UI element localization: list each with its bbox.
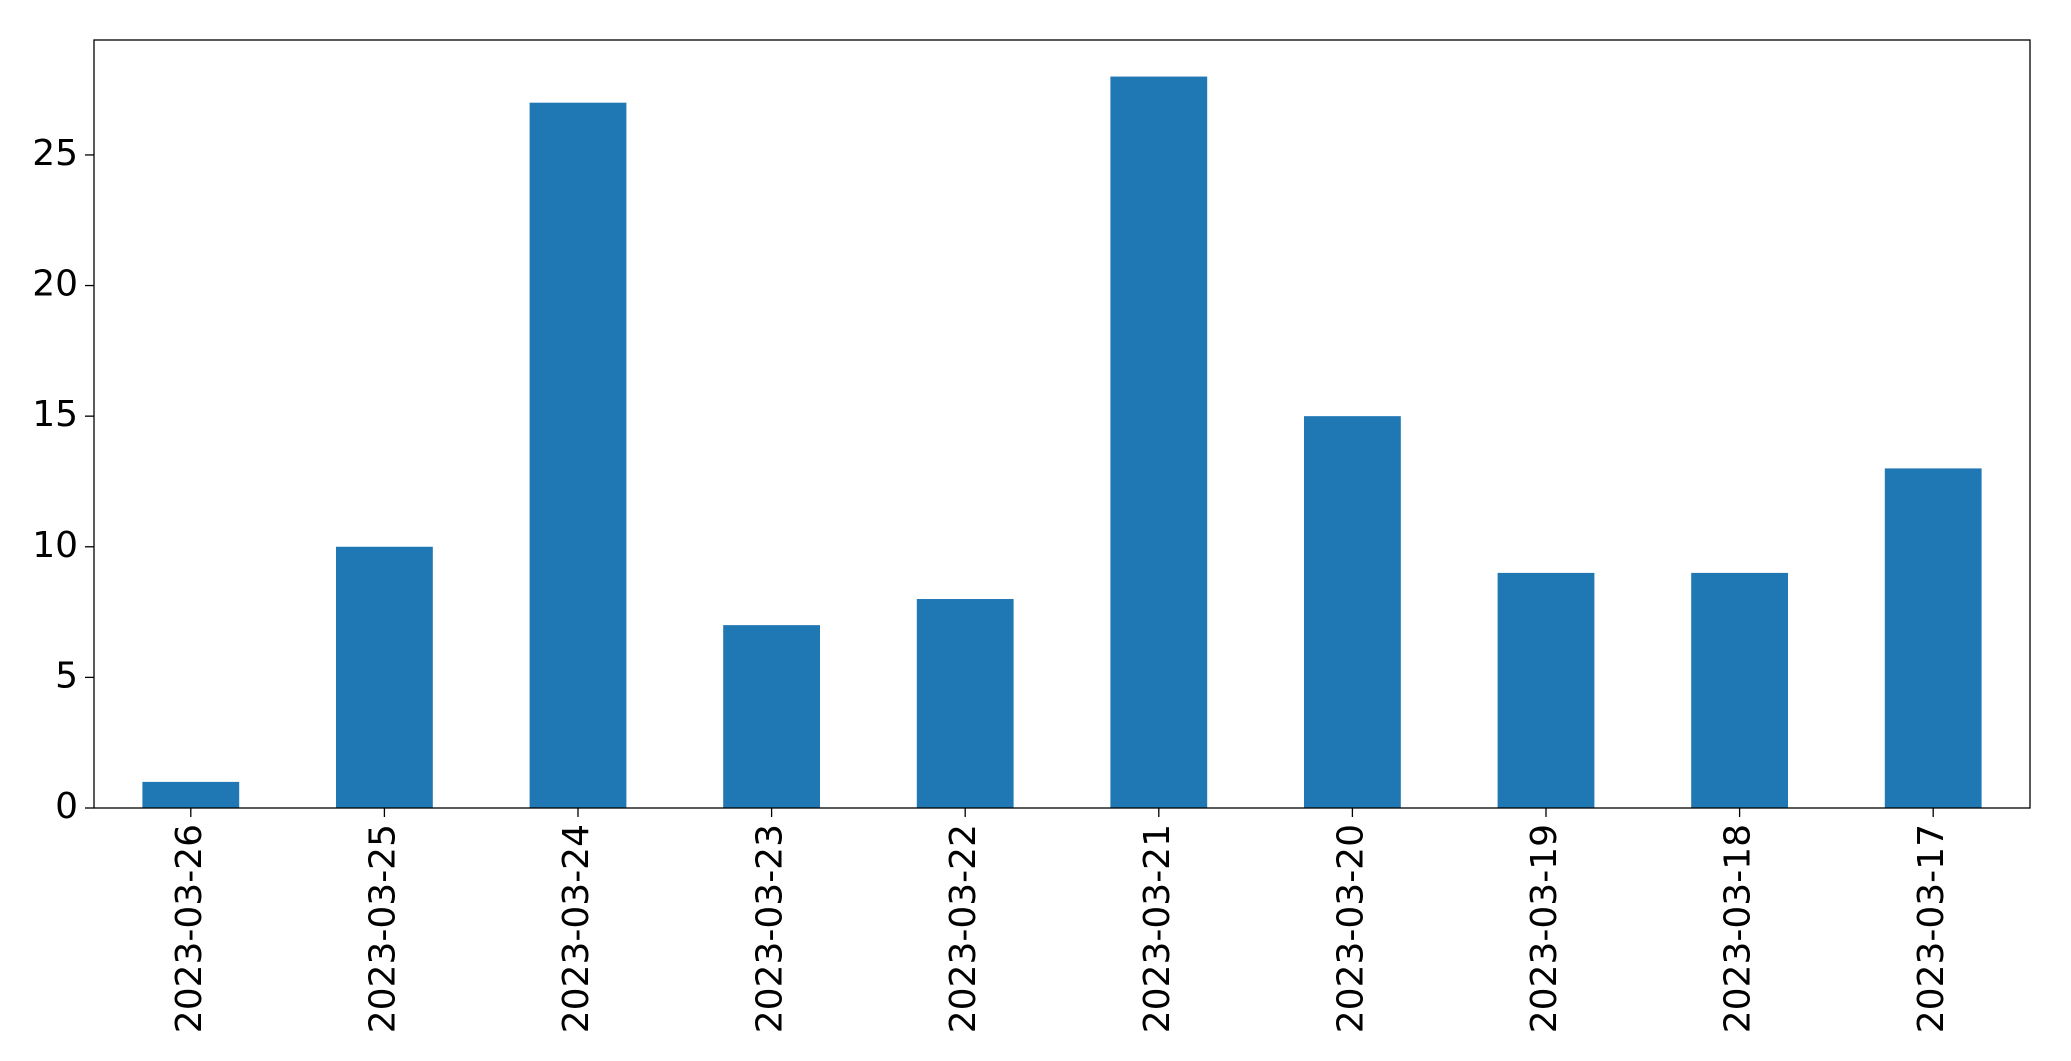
bar — [1691, 572, 1788, 808]
bar — [1884, 468, 1982, 808]
x-tick-label: 2023-03-19 — [1524, 824, 1565, 1033]
y-tick-label: 10 — [32, 525, 78, 566]
bar — [1110, 76, 1208, 809]
y-tick-label: 15 — [32, 394, 78, 435]
bar — [1304, 416, 1401, 808]
bar — [916, 599, 1014, 808]
bar — [1497, 572, 1595, 808]
y-tick-label: 25 — [32, 133, 78, 174]
x-tick-label: 2023-03-17 — [1911, 824, 1952, 1033]
x-tick-label: 2023-03-21 — [1137, 824, 1178, 1033]
plot-frame — [93, 39, 2031, 809]
x-tick-label: 2023-03-24 — [556, 824, 597, 1033]
x-tick-label: 2023-03-26 — [169, 824, 210, 1033]
y-tick-label: 0 — [55, 786, 78, 827]
x-tick-label: 2023-03-22 — [943, 824, 984, 1033]
x-tick-label: 2023-03-25 — [362, 824, 403, 1033]
x-tick-label: 2023-03-18 — [1718, 824, 1759, 1033]
y-tick-label: 5 — [55, 655, 78, 696]
x-tick-label: 2023-03-23 — [750, 824, 791, 1033]
bar — [336, 546, 433, 808]
y-tick-label: 20 — [32, 264, 78, 305]
x-tick-label: 2023-03-20 — [1330, 824, 1371, 1033]
bar — [529, 102, 627, 809]
bar — [142, 781, 240, 808]
bar — [723, 625, 820, 808]
